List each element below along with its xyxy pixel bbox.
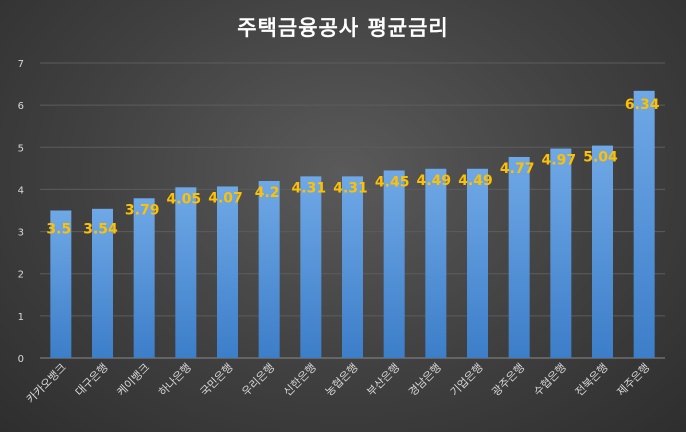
x-tick-label: 경남은행 xyxy=(406,361,444,399)
x-tick-label: 전북은행 xyxy=(573,361,611,399)
y-tick-label: 0 xyxy=(18,354,24,365)
x-tick-label: 카카오뱅크 xyxy=(24,361,69,406)
bar-5 xyxy=(217,186,238,358)
data-label: 4.31 xyxy=(333,180,368,196)
data-label: 6.34 xyxy=(625,97,660,113)
data-label: 4.2 xyxy=(255,185,280,201)
x-tick-label: 케이뱅크 xyxy=(114,361,152,399)
x-tick-label: 기업은행 xyxy=(448,361,486,399)
bar-3 xyxy=(133,198,155,358)
bar-11 xyxy=(467,168,488,358)
y-tick-label: 5 xyxy=(18,143,24,154)
bar-1 xyxy=(50,210,72,358)
x-tick-label: 국민은행 xyxy=(198,361,236,399)
x-tick-label: 부산은행 xyxy=(364,361,402,399)
x-tick-label: 하나은행 xyxy=(155,360,194,399)
x-tick-label: 대구은행 xyxy=(73,361,111,399)
bar-15 xyxy=(633,90,655,359)
x-tick-label: 수협은행 xyxy=(531,361,569,399)
data-label: 4.77 xyxy=(500,161,535,177)
data-label: 4.97 xyxy=(542,153,577,169)
data-label: 4.49 xyxy=(458,173,493,189)
y-tick-label: 2 xyxy=(18,270,24,281)
bar-13 xyxy=(550,148,572,358)
y-tick-label: 1 xyxy=(18,312,24,323)
x-tick-label: 농협은행 xyxy=(323,361,361,399)
bar-12 xyxy=(508,156,530,358)
data-label: 4.49 xyxy=(417,173,452,189)
bar-14 xyxy=(592,145,613,358)
bar-2 xyxy=(92,208,113,358)
x-tick-label: 우리은행 xyxy=(239,361,277,399)
bar-10 xyxy=(425,168,447,358)
y-tick-label: 3 xyxy=(18,228,24,239)
x-tick-label: 신한은행 xyxy=(281,361,319,399)
data-label: 4.31 xyxy=(292,180,327,196)
data-label: 4.05 xyxy=(167,191,202,207)
bar-6 xyxy=(258,181,280,358)
x-tick-label: 광주은행 xyxy=(489,361,527,399)
y-tick-label: 7 xyxy=(18,59,24,70)
y-tick-label: 6 xyxy=(18,101,24,112)
data-label: 4.07 xyxy=(208,190,243,206)
data-label: 3.5 xyxy=(46,222,71,238)
y-tick-label: 4 xyxy=(18,185,24,196)
data-label: 5.04 xyxy=(583,150,618,166)
x-tick-label: 제주은행 xyxy=(614,361,652,399)
bar-8 xyxy=(342,176,363,358)
data-label: 4.45 xyxy=(375,174,410,190)
bar-4 xyxy=(175,187,197,358)
bar-9 xyxy=(383,170,405,358)
data-label: 3.54 xyxy=(83,222,118,238)
chart-title: 주택금융공사 평균금리 xyxy=(237,16,449,40)
bar-7 xyxy=(300,176,322,358)
data-label: 3.79 xyxy=(125,202,160,218)
